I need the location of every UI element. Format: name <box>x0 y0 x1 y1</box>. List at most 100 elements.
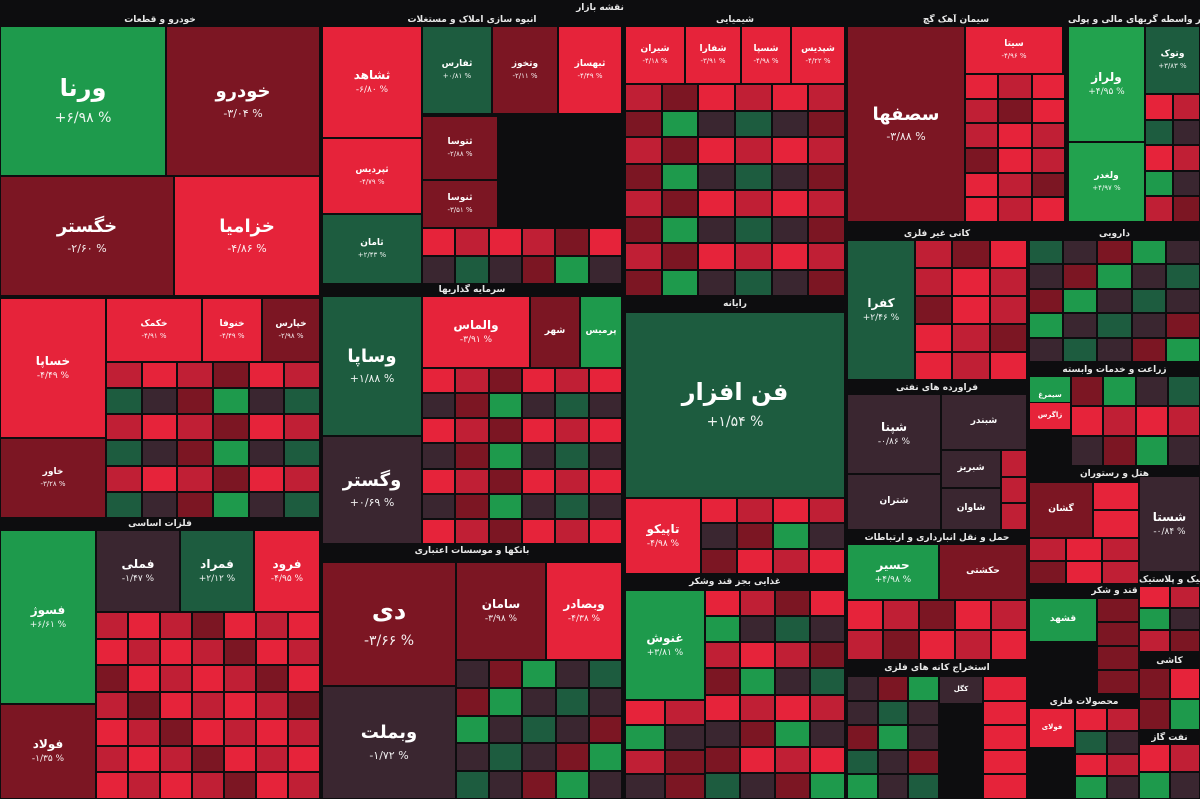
stock-cell[interactable] <box>915 268 953 296</box>
stock-cell[interactable] <box>1063 240 1098 265</box>
stock-cell[interactable] <box>177 466 213 492</box>
stock-cell[interactable] <box>488 518 522 544</box>
stock-cell[interactable] <box>224 772 256 799</box>
stock-tile[interactable]: فن افزار +۱/۵۴ % <box>625 312 845 498</box>
stock-cell[interactable] <box>160 772 192 799</box>
stock-cell[interactable] <box>735 216 772 243</box>
stock-cell[interactable] <box>740 746 775 773</box>
stock-cell[interactable] <box>422 368 456 394</box>
stock-cell[interactable] <box>810 720 845 747</box>
stock-cell[interactable] <box>1139 744 1170 772</box>
stock-tile[interactable]: ولراز +۴/۹۵ % <box>1068 26 1145 142</box>
stock-cell[interactable] <box>128 665 160 693</box>
stock-cell[interactable] <box>224 718 256 746</box>
stock-cell[interactable] <box>705 590 740 617</box>
stock-cell[interactable] <box>809 548 845 574</box>
stock-cell[interactable] <box>661 269 699 296</box>
stock-cell[interactable] <box>705 720 740 747</box>
stock-cell[interactable] <box>998 148 1032 173</box>
stock-cell[interactable] <box>456 687 490 716</box>
stock-cell[interactable] <box>983 725 1027 750</box>
stock-cell[interactable] <box>740 616 775 643</box>
stock-cell[interactable] <box>1169 744 1200 772</box>
stock-cell[interactable] <box>588 687 622 716</box>
stock-tile[interactable]: فرود -۴/۹۵ % <box>254 530 320 612</box>
stock-cell[interactable] <box>422 493 456 519</box>
stock-cell[interactable] <box>160 718 192 746</box>
stock-cell[interactable] <box>1167 436 1200 466</box>
stock-tile[interactable]: ثتوسا -۲/۸۸ % <box>422 116 498 180</box>
stock-tile[interactable]: شاوان <box>941 488 1001 530</box>
stock-cell[interactable] <box>1029 240 1064 265</box>
stock-cell[interactable] <box>808 243 845 270</box>
stock-cell[interactable] <box>661 190 699 217</box>
stock-cell[interactable] <box>128 772 160 799</box>
stock-cell[interactable] <box>555 743 589 772</box>
stock-cell[interactable] <box>740 772 775 799</box>
stock-cell[interactable] <box>588 771 622 799</box>
stock-cell[interactable] <box>965 74 999 99</box>
stock-cell[interactable] <box>1107 708 1139 731</box>
stock-cell[interactable] <box>422 468 456 494</box>
stock-cell[interactable] <box>809 523 845 549</box>
stock-cell[interactable] <box>106 414 142 440</box>
stock-cell[interactable] <box>522 660 556 688</box>
stock-cell[interactable] <box>488 443 522 469</box>
stock-cell[interactable] <box>1097 288 1132 314</box>
stock-cell[interactable] <box>1029 561 1066 584</box>
stock-cell[interactable] <box>96 772 128 799</box>
stock-cell[interactable] <box>106 466 142 492</box>
stock-cell[interactable] <box>775 746 810 773</box>
stock-cell[interactable] <box>1135 436 1168 466</box>
stock-cell[interactable] <box>1139 699 1170 730</box>
stock-cell[interactable] <box>588 368 622 394</box>
stock-tile[interactable]: خاور -۳/۲۸ % <box>0 438 106 518</box>
stock-cell[interactable] <box>877 676 909 701</box>
stock-cell[interactable] <box>284 388 320 414</box>
stock-cell[interactable] <box>919 630 955 660</box>
stock-tile[interactable]: حسیر +۴/۹۸ % <box>847 544 939 600</box>
stock-tile[interactable]: پرمیس <box>580 296 622 368</box>
stock-cell[interactable] <box>771 84 809 111</box>
stock-cell[interactable] <box>1103 406 1136 436</box>
stock-cell[interactable] <box>775 720 810 747</box>
stock-cell[interactable] <box>248 388 285 414</box>
stock-cell[interactable] <box>775 590 810 617</box>
stock-cell[interactable] <box>908 676 939 701</box>
stock-cell[interactable] <box>661 110 699 137</box>
stock-cell[interactable] <box>1139 668 1170 699</box>
stock-cell[interactable] <box>810 772 845 799</box>
stock-cell[interactable] <box>522 493 556 519</box>
stock-cell[interactable] <box>883 630 919 660</box>
stock-cell[interactable] <box>1167 376 1200 406</box>
stock-cell[interactable] <box>771 243 809 270</box>
stock-cell[interactable] <box>1097 622 1139 646</box>
stock-tile[interactable]: شیران -۴/۱۸ % <box>625 26 685 84</box>
stock-cell[interactable] <box>705 642 740 669</box>
stock-cell[interactable] <box>160 692 192 719</box>
stock-cell[interactable] <box>883 600 919 630</box>
stock-cell[interactable] <box>625 700 665 725</box>
stock-cell[interactable] <box>1029 288 1064 314</box>
stock-cell[interactable] <box>522 743 556 772</box>
stock-cell[interactable] <box>522 468 556 494</box>
stock-cell[interactable] <box>1001 503 1027 530</box>
stock-cell[interactable] <box>213 414 249 440</box>
stock-cell[interactable] <box>847 774 878 799</box>
stock-cell[interactable] <box>915 324 953 352</box>
stock-cell[interactable] <box>1135 406 1168 436</box>
stock-cell[interactable] <box>106 492 142 518</box>
stock-cell[interactable] <box>983 749 1027 775</box>
stock-cell[interactable] <box>1097 264 1132 289</box>
stock-cell[interactable] <box>422 228 456 256</box>
stock-cell[interactable] <box>771 163 809 190</box>
stock-cell[interactable] <box>1031 74 1065 99</box>
stock-cell[interactable] <box>1097 670 1139 694</box>
stock-cell[interactable] <box>989 352 1027 380</box>
stock-tile[interactable]: ثپردیس -۴/۷۹ % <box>322 138 422 214</box>
stock-cell[interactable] <box>625 163 662 190</box>
stock-cell[interactable] <box>965 197 999 222</box>
stock-cell[interactable] <box>256 612 288 639</box>
stock-cell[interactable] <box>847 676 878 701</box>
stock-cell[interactable] <box>588 393 622 419</box>
